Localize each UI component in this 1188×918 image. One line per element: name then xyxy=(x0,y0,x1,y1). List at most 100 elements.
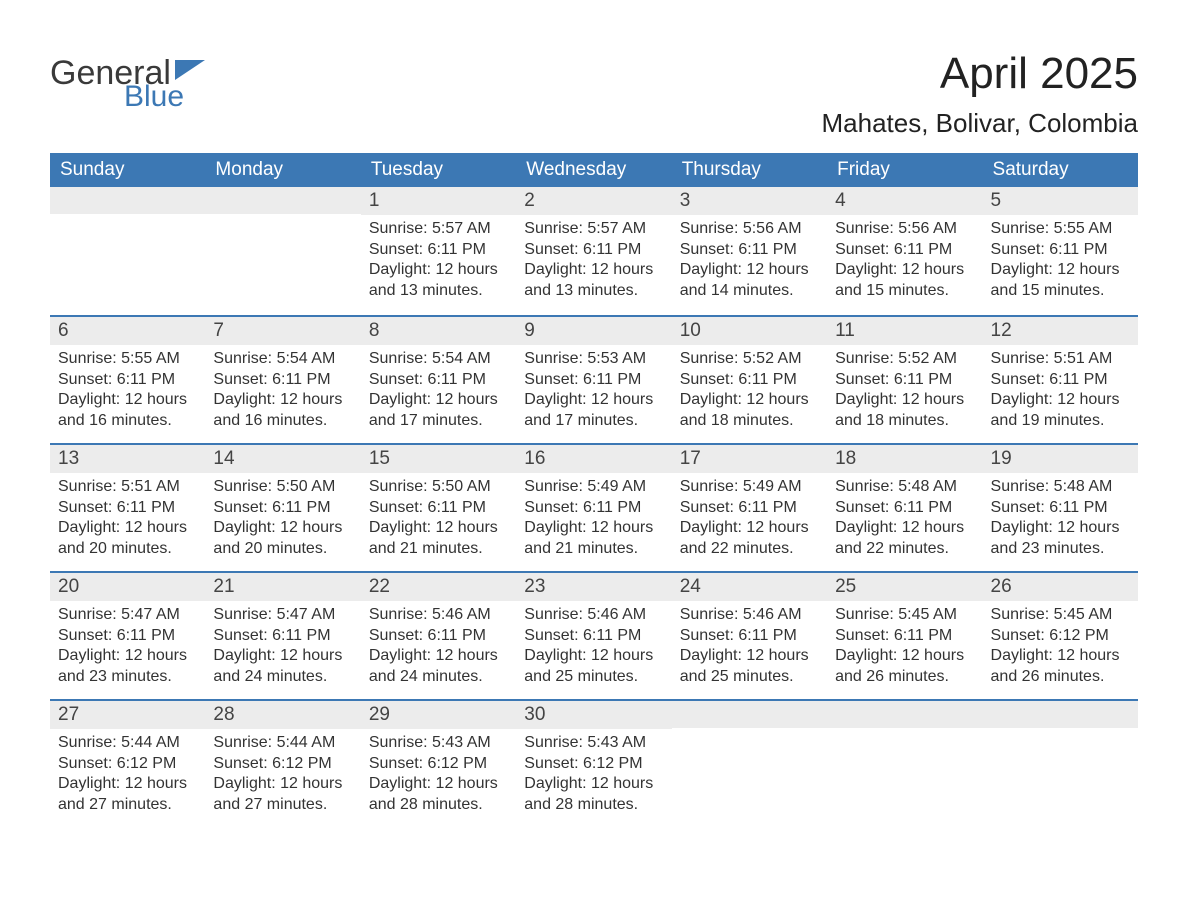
week-row: 20Sunrise: 5:47 AMSunset: 6:11 PMDayligh… xyxy=(50,571,1138,699)
daylight-line: Daylight: 12 hours and 22 minutes. xyxy=(835,518,974,559)
sunrise-line: Sunrise: 5:52 AM xyxy=(835,349,974,369)
sunrise-line: Sunrise: 5:45 AM xyxy=(835,605,974,625)
daylight-line: Daylight: 12 hours and 28 minutes. xyxy=(524,774,663,815)
sunset-line: Sunset: 6:11 PM xyxy=(991,240,1130,260)
sunrise-line: Sunrise: 5:53 AM xyxy=(524,349,663,369)
day-number: 11 xyxy=(827,317,982,345)
day-cell xyxy=(827,701,982,827)
day-number xyxy=(50,187,205,214)
day-cell xyxy=(50,187,205,315)
day-number: 29 xyxy=(361,701,516,729)
daylight-line: Daylight: 12 hours and 13 minutes. xyxy=(369,260,508,301)
daylight-line: Daylight: 12 hours and 19 minutes. xyxy=(991,390,1130,431)
sunrise-line: Sunrise: 5:51 AM xyxy=(58,477,197,497)
day-details: Sunrise: 5:47 AMSunset: 6:11 PMDaylight:… xyxy=(205,601,360,697)
dow-sunday: Sunday xyxy=(50,153,205,187)
day-details: Sunrise: 5:55 AMSunset: 6:11 PMDaylight:… xyxy=(983,215,1138,311)
sunset-line: Sunset: 6:12 PM xyxy=(991,626,1130,646)
day-details: Sunrise: 5:51 AMSunset: 6:11 PMDaylight:… xyxy=(983,345,1138,441)
day-number: 19 xyxy=(983,445,1138,473)
day-cell: 9Sunrise: 5:53 AMSunset: 6:11 PMDaylight… xyxy=(516,317,671,443)
weeks-container: 1Sunrise: 5:57 AMSunset: 6:11 PMDaylight… xyxy=(50,187,1138,827)
day-number: 5 xyxy=(983,187,1138,215)
title-block: April 2025 Mahates, Bolivar, Colombia xyxy=(822,50,1138,139)
day-cell: 28Sunrise: 5:44 AMSunset: 6:12 PMDayligh… xyxy=(205,701,360,827)
sunrise-line: Sunrise: 5:46 AM xyxy=(680,605,819,625)
day-details: Sunrise: 5:46 AMSunset: 6:11 PMDaylight:… xyxy=(672,601,827,697)
day-cell: 19Sunrise: 5:48 AMSunset: 6:11 PMDayligh… xyxy=(983,445,1138,571)
day-details: Sunrise: 5:52 AMSunset: 6:11 PMDaylight:… xyxy=(827,345,982,441)
day-number: 1 xyxy=(361,187,516,215)
sunrise-line: Sunrise: 5:49 AM xyxy=(680,477,819,497)
day-cell: 22Sunrise: 5:46 AMSunset: 6:11 PMDayligh… xyxy=(361,573,516,699)
sunrise-line: Sunrise: 5:56 AM xyxy=(680,219,819,239)
dow-wednesday: Wednesday xyxy=(516,153,671,187)
day-details xyxy=(827,728,982,742)
dow-thursday: Thursday xyxy=(672,153,827,187)
day-number: 28 xyxy=(205,701,360,729)
daylight-line: Daylight: 12 hours and 27 minutes. xyxy=(213,774,352,815)
day-cell: 30Sunrise: 5:43 AMSunset: 6:12 PMDayligh… xyxy=(516,701,671,827)
day-number: 13 xyxy=(50,445,205,473)
daylight-line: Daylight: 12 hours and 17 minutes. xyxy=(524,390,663,431)
daylight-line: Daylight: 12 hours and 18 minutes. xyxy=(835,390,974,431)
sunset-line: Sunset: 6:11 PM xyxy=(680,498,819,518)
day-number: 17 xyxy=(672,445,827,473)
daylight-line: Daylight: 12 hours and 27 minutes. xyxy=(58,774,197,815)
day-details: Sunrise: 5:53 AMSunset: 6:11 PMDaylight:… xyxy=(516,345,671,441)
day-details: Sunrise: 5:46 AMSunset: 6:11 PMDaylight:… xyxy=(516,601,671,697)
day-number: 23 xyxy=(516,573,671,601)
day-number: 20 xyxy=(50,573,205,601)
day-details: Sunrise: 5:55 AMSunset: 6:11 PMDaylight:… xyxy=(50,345,205,441)
day-details: Sunrise: 5:44 AMSunset: 6:12 PMDaylight:… xyxy=(50,729,205,825)
day-cell: 24Sunrise: 5:46 AMSunset: 6:11 PMDayligh… xyxy=(672,573,827,699)
sunset-line: Sunset: 6:11 PM xyxy=(369,370,508,390)
day-cell: 10Sunrise: 5:52 AMSunset: 6:11 PMDayligh… xyxy=(672,317,827,443)
day-details: Sunrise: 5:50 AMSunset: 6:11 PMDaylight:… xyxy=(205,473,360,569)
day-details: Sunrise: 5:48 AMSunset: 6:11 PMDaylight:… xyxy=(983,473,1138,569)
calendar-page: General Blue April 2025 Mahates, Bolivar… xyxy=(0,0,1188,867)
day-number: 10 xyxy=(672,317,827,345)
day-number: 21 xyxy=(205,573,360,601)
day-details: Sunrise: 5:46 AMSunset: 6:11 PMDaylight:… xyxy=(361,601,516,697)
day-cell: 21Sunrise: 5:47 AMSunset: 6:11 PMDayligh… xyxy=(205,573,360,699)
sunrise-line: Sunrise: 5:46 AM xyxy=(369,605,508,625)
day-cell: 13Sunrise: 5:51 AMSunset: 6:11 PMDayligh… xyxy=(50,445,205,571)
dow-saturday: Saturday xyxy=(983,153,1138,187)
daylight-line: Daylight: 12 hours and 24 minutes. xyxy=(213,646,352,687)
sunrise-line: Sunrise: 5:57 AM xyxy=(369,219,508,239)
day-details: Sunrise: 5:57 AMSunset: 6:11 PMDaylight:… xyxy=(516,215,671,311)
sunset-line: Sunset: 6:11 PM xyxy=(58,370,197,390)
day-details xyxy=(672,728,827,742)
sunset-line: Sunset: 6:11 PM xyxy=(835,240,974,260)
day-details: Sunrise: 5:43 AMSunset: 6:12 PMDaylight:… xyxy=(516,729,671,825)
sunset-line: Sunset: 6:11 PM xyxy=(680,626,819,646)
sunrise-line: Sunrise: 5:43 AM xyxy=(524,733,663,753)
day-details: Sunrise: 5:56 AMSunset: 6:11 PMDaylight:… xyxy=(672,215,827,311)
day-number: 27 xyxy=(50,701,205,729)
day-details: Sunrise: 5:49 AMSunset: 6:11 PMDaylight:… xyxy=(516,473,671,569)
day-cell: 16Sunrise: 5:49 AMSunset: 6:11 PMDayligh… xyxy=(516,445,671,571)
day-cell xyxy=(983,701,1138,827)
sunrise-line: Sunrise: 5:44 AM xyxy=(58,733,197,753)
day-number: 4 xyxy=(827,187,982,215)
day-details: Sunrise: 5:52 AMSunset: 6:11 PMDaylight:… xyxy=(672,345,827,441)
day-number: 12 xyxy=(983,317,1138,345)
sunset-line: Sunset: 6:11 PM xyxy=(835,626,974,646)
dow-monday: Monday xyxy=(205,153,360,187)
sunset-line: Sunset: 6:11 PM xyxy=(213,626,352,646)
daylight-line: Daylight: 12 hours and 20 minutes. xyxy=(213,518,352,559)
day-cell: 6Sunrise: 5:55 AMSunset: 6:11 PMDaylight… xyxy=(50,317,205,443)
day-details: Sunrise: 5:45 AMSunset: 6:12 PMDaylight:… xyxy=(983,601,1138,697)
day-number: 3 xyxy=(672,187,827,215)
day-cell: 25Sunrise: 5:45 AMSunset: 6:11 PMDayligh… xyxy=(827,573,982,699)
day-cell: 15Sunrise: 5:50 AMSunset: 6:11 PMDayligh… xyxy=(361,445,516,571)
day-cell: 1Sunrise: 5:57 AMSunset: 6:11 PMDaylight… xyxy=(361,187,516,315)
day-number: 24 xyxy=(672,573,827,601)
sunset-line: Sunset: 6:11 PM xyxy=(524,626,663,646)
sunrise-line: Sunrise: 5:55 AM xyxy=(58,349,197,369)
daylight-line: Daylight: 12 hours and 16 minutes. xyxy=(213,390,352,431)
day-details: Sunrise: 5:44 AMSunset: 6:12 PMDaylight:… xyxy=(205,729,360,825)
day-number: 2 xyxy=(516,187,671,215)
day-cell: 8Sunrise: 5:54 AMSunset: 6:11 PMDaylight… xyxy=(361,317,516,443)
